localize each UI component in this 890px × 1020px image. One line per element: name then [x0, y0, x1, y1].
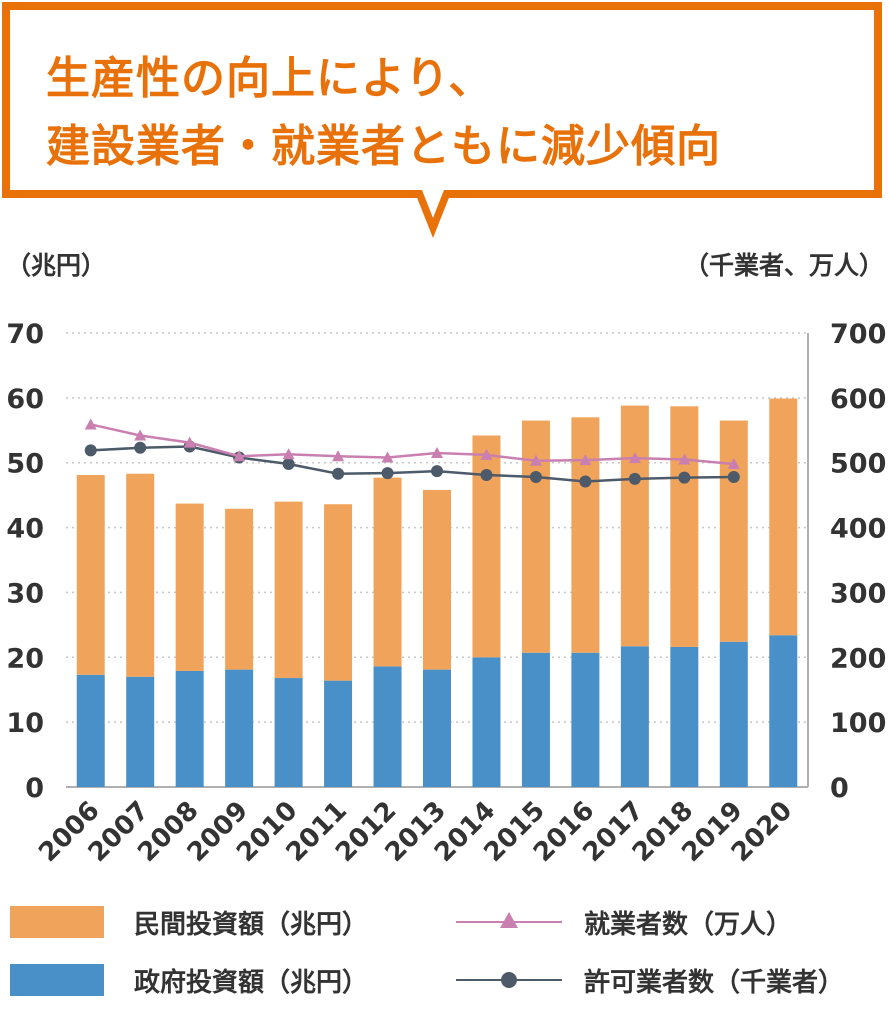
bar-private — [719, 420, 748, 642]
bar-private — [472, 435, 501, 658]
bar-government — [670, 646, 699, 787]
legend-marker-licensed — [456, 972, 562, 988]
title-callout: 生産性の向上により、 建設業者・就業者ともに減少傾向 — [2, 2, 882, 198]
left-tick-label: 30 — [6, 578, 44, 609]
bar-government — [719, 641, 748, 787]
bar-government — [324, 680, 353, 787]
licensed-point — [628, 472, 641, 485]
workers-point — [579, 454, 592, 466]
licensed-point — [134, 441, 147, 454]
workers-point — [678, 453, 691, 465]
legend-label-workers: 就業者数（万人） — [584, 910, 793, 940]
bar-private — [571, 417, 600, 653]
workers-point — [84, 418, 97, 430]
left-tick-label: 10 — [6, 708, 44, 739]
bar-private — [423, 489, 451, 670]
right-tick-label: 400 — [830, 514, 886, 545]
right-tick-label: 500 — [830, 449, 886, 480]
bar-private — [175, 503, 204, 671]
legend-label-licensed: 許可業者数（千業者） — [584, 968, 845, 998]
bar-private — [670, 406, 699, 647]
bar-private — [324, 504, 353, 681]
licensed-point — [678, 471, 691, 484]
workers-point — [233, 450, 246, 462]
licensed-point — [282, 458, 295, 471]
legend-label-private: 民間投資額（兆円） — [134, 910, 369, 940]
licensed-point — [480, 469, 493, 482]
right-tick-label: 100 — [830, 708, 886, 739]
licensed-point — [381, 467, 394, 480]
title-line-1: 生産性の向上により、 — [46, 53, 494, 104]
left-tick-label: 50 — [6, 449, 44, 480]
bar-private — [76, 475, 105, 675]
bar-government — [126, 676, 155, 787]
workers-point — [183, 436, 196, 448]
left-tick-label: 40 — [6, 514, 44, 545]
bar-private — [225, 508, 254, 670]
workers-point — [332, 450, 345, 462]
workers-point — [381, 451, 394, 463]
licensed-point — [431, 465, 443, 478]
bar-government — [620, 646, 649, 787]
left-tick-label: 70 — [6, 319, 44, 350]
right-tick-label: 300 — [830, 578, 886, 609]
left-tick-label: 60 — [6, 384, 44, 415]
licensed-point — [529, 470, 542, 483]
callout-pointer — [414, 190, 452, 238]
legend-swatch-private — [10, 906, 104, 938]
bar-government — [769, 635, 798, 787]
right-tick-label: 600 — [830, 384, 886, 415]
workers-point — [480, 448, 493, 460]
legend-row-2: 政府投資額（兆円） 許可業者数（千業者） — [0, 960, 890, 1020]
workers-point — [628, 452, 641, 464]
right-tick-label: 0 — [830, 773, 849, 804]
licensed-point — [579, 475, 592, 488]
workers-point — [282, 448, 295, 460]
legend-row-1: 民間投資額（兆円） 就業者数（万人） — [0, 902, 890, 962]
bar-private — [274, 501, 303, 679]
bar-government — [423, 669, 451, 787]
bar-private — [373, 477, 402, 667]
licensed-line — [90, 445, 734, 483]
licensed-point — [727, 470, 740, 483]
bar-government — [571, 652, 600, 787]
bar-private — [620, 405, 649, 647]
left-axis-unit: （兆円） — [6, 251, 107, 280]
bar-private — [769, 398, 798, 636]
right-axis-unit: （千業者、万人） — [683, 251, 884, 280]
bar-government — [373, 666, 402, 787]
workers-point — [134, 429, 147, 441]
legend-swatch-government — [10, 964, 104, 996]
workers-line — [90, 423, 734, 466]
title-line-2: 建設業者・就業者ともに減少傾向 — [46, 121, 721, 172]
bar-government — [521, 652, 550, 787]
bar-government — [175, 670, 204, 787]
right-tick-label: 700 — [830, 319, 886, 350]
left-tick-label: 20 — [6, 643, 44, 674]
bar-private — [126, 473, 155, 677]
bar-government — [472, 657, 501, 787]
bar-government — [274, 678, 303, 787]
workers-point — [529, 454, 542, 466]
workers-point — [431, 446, 443, 458]
workers-point — [727, 458, 740, 470]
licensed-point — [84, 444, 97, 457]
licensed-point — [332, 467, 345, 480]
bar-government — [225, 669, 254, 787]
bar-government — [76, 674, 105, 787]
right-tick-label: 200 — [830, 643, 886, 674]
legend-label-government: 政府投資額（兆円） — [134, 968, 369, 998]
legend-marker-workers — [456, 912, 562, 928]
left-tick-label: 0 — [25, 773, 44, 804]
